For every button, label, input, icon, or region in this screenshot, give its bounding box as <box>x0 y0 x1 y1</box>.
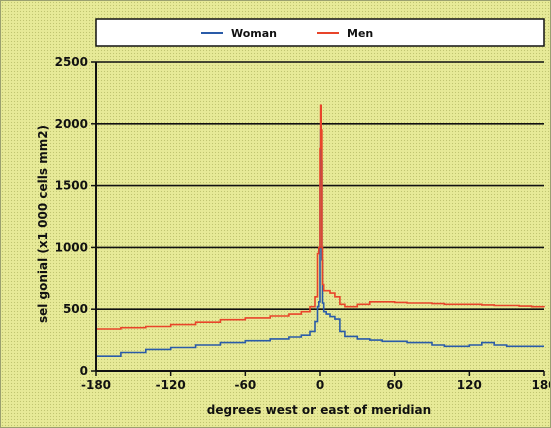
x-tick-label-4: 60 <box>386 378 403 392</box>
series-line-men <box>96 104 545 330</box>
x-tick-label-5: 120 <box>457 378 482 392</box>
x-tick-label-6: 180 <box>531 378 551 392</box>
ticks: 0 500 1000 1500 2000 2500 -180 -120 -60 0 60 120 180 <box>55 55 551 392</box>
x-axis-title: degrees west or east of meridian <box>207 403 431 417</box>
legend-label-men: Men <box>347 27 373 40</box>
y-axis-title: sel gonial (x1 000 cells mm2) <box>36 125 50 323</box>
y-tick-label-2: 1000 <box>55 240 88 254</box>
legend: Woman Men <box>95 18 545 47</box>
y-tick-label-0: 0 <box>80 364 88 378</box>
series-line-woman <box>96 129 544 357</box>
y-tick-label-5: 2500 <box>55 55 88 69</box>
x-tick-label-3: 0 <box>316 378 324 392</box>
legend-label-woman: Woman <box>231 27 277 40</box>
series-layer <box>96 104 545 357</box>
x-tick-label-1: -120 <box>156 378 186 392</box>
x-tick-label-2: -60 <box>234 378 256 392</box>
y-tick-label-4: 2000 <box>55 117 88 131</box>
y-tick-label-1: 500 <box>63 302 88 316</box>
y-tick-label-3: 1500 <box>55 179 88 193</box>
x-tick-label-0: -180 <box>81 378 111 392</box>
